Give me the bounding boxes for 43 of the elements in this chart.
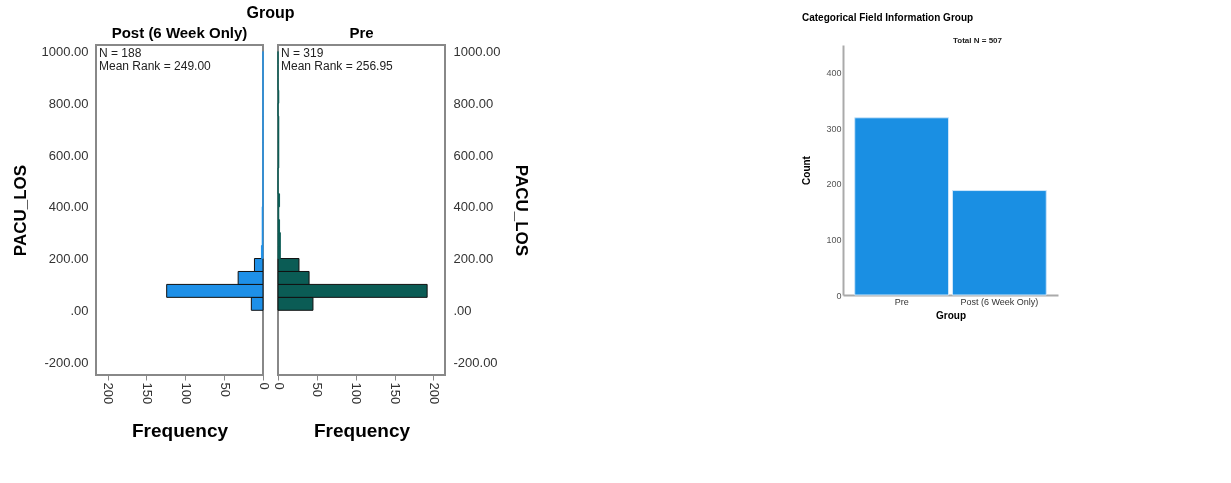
x-tick-label: 50 [217, 382, 233, 397]
y-tick-label: 400 [826, 68, 842, 79]
y-tick-label: 800.00 [48, 95, 89, 111]
x-tick-label: 200 [101, 382, 117, 405]
y-axis-title: Count [801, 155, 813, 185]
annotation: Mean Rank = 249.00 [99, 59, 212, 73]
annotation: N = 319 [281, 46, 324, 60]
y-tick-label: .00 [70, 302, 89, 318]
y-tick-label: 100 [826, 234, 842, 245]
y-tick-label: 200.00 [48, 251, 89, 267]
y-tick-label: 1000.00 [453, 43, 501, 59]
y-tick-label: 1000.00 [41, 43, 89, 59]
y-axis-title: PACU_LOS [512, 164, 532, 257]
x-tick-label: 0 [256, 382, 272, 390]
x-axis-title: Frequency [131, 420, 229, 442]
y-tick-label: 600.00 [48, 147, 89, 163]
x-tick-label: 200 [426, 382, 442, 405]
x-axis-title: Group [936, 309, 966, 321]
chart-title: Pre [349, 24, 374, 41]
y-tick-label: 400.00 [453, 199, 494, 215]
y-tick-label: 400.00 [48, 199, 89, 215]
y-tick-label: 600.00 [453, 147, 494, 163]
text: Total N = 507 [953, 36, 1003, 45]
y-tick-label: 200.00 [453, 251, 494, 267]
y-tick-label: 800.00 [453, 95, 494, 111]
x-tick-label: 100 [178, 382, 194, 405]
y-tick-label: 200 [826, 179, 842, 190]
x-tick-label: 0 [271, 382, 287, 390]
x-tick-label: 50 [310, 382, 326, 397]
y-axis-title: PACU_LOS [10, 164, 30, 257]
x-tick-label: 100 [349, 382, 365, 405]
y-tick-label: -200.00 [44, 354, 89, 370]
y-tick-label: 300 [826, 123, 842, 134]
y-tick-label: .00 [453, 302, 472, 318]
x-tick-label: 150 [139, 382, 155, 405]
annotation: N = 188 [99, 46, 142, 60]
chart-title: Categorical Field Information Group [801, 12, 974, 23]
y-tick-label: -200.00 [453, 354, 498, 370]
chart-subtitle: Post (6 Week Only) [111, 24, 248, 41]
x-tick-label: 150 [388, 382, 404, 405]
x-axis-title: Frequency [313, 420, 411, 442]
chart-title: Group [246, 4, 295, 21]
annotation: Mean Rank = 256.95 [281, 59, 394, 73]
